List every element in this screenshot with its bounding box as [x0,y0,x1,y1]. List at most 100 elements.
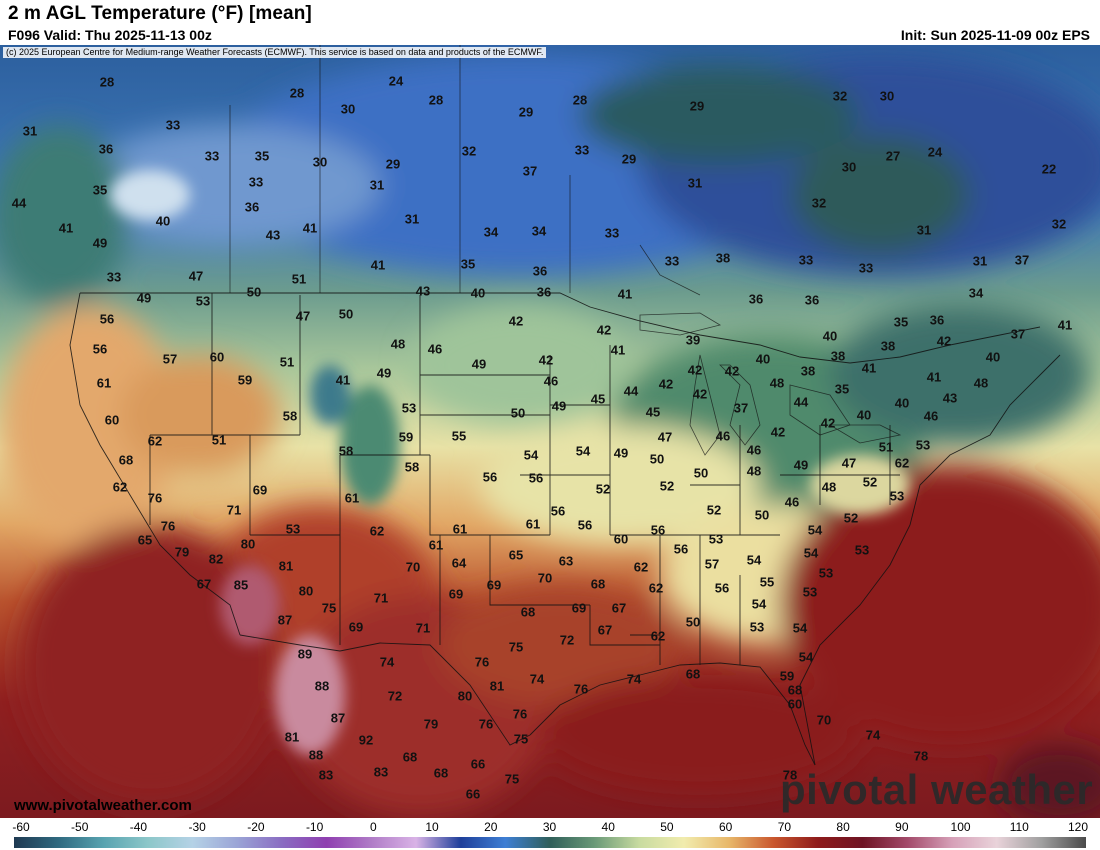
temperature-label: 38 [800,363,816,379]
temperature-label: 55 [451,428,467,444]
temperature-label: 62 [650,628,666,644]
temperature-label: 80 [298,583,314,599]
temperature-label: 32 [832,88,848,104]
temperature-label: 89 [297,646,313,662]
temperature-label: 48 [390,336,406,352]
temperature-label: 69 [348,619,364,635]
temperature-label: 81 [278,558,294,574]
color-scale-tick: -50 [71,820,89,834]
temperature-label: 36 [98,141,114,157]
temperature-label: 55 [759,574,775,590]
temperature-label: 40 [822,328,838,344]
temperature-label: 50 [246,284,262,300]
temperature-map[interactable] [0,45,1100,818]
temperature-label: 49 [551,398,567,414]
temperature-label: 44 [11,195,27,211]
temperature-label: 33 [248,174,264,190]
temperature-label: 51 [878,439,894,455]
temperature-label: 42 [820,415,836,431]
temperature-label: 59 [779,668,795,684]
temperature-label: 33 [574,142,590,158]
temperature-label: 48 [746,463,762,479]
temperature-label: 56 [673,541,689,557]
temperature-label: 88 [308,747,324,763]
temperature-label: 30 [312,154,328,170]
temperature-label: 48 [769,375,785,391]
temperature-label: 61 [344,490,360,506]
brand-logo: pivotal weather [780,766,1094,813]
temperature-label: 46 [543,373,559,389]
temperature-label: 45 [645,404,661,420]
temperature-label: 42 [692,386,708,402]
temperature-label: 35 [834,381,850,397]
temperature-label: 40 [894,395,910,411]
temperature-label: 36 [804,292,820,308]
temperature-label: 38 [715,250,731,266]
temperature-label: 46 [427,341,443,357]
color-scale-tick: 80 [836,820,850,834]
temperature-label: 61 [428,537,444,553]
temperature-label: 36 [532,263,548,279]
temperature-label: 62 [147,433,163,449]
temperature-label: 61 [525,516,541,532]
temperature-label: 60 [613,531,629,547]
temperature-label: 74 [865,727,881,743]
temperature-label: 71 [415,620,431,636]
temperature-label: 37 [522,163,538,179]
temperature-label: 47 [657,429,673,445]
temperature-label: 37 [733,400,749,416]
temperature-label: 53 [401,400,417,416]
temperature-label: 79 [174,544,190,560]
color-scale-tick: 0 [369,820,377,834]
temperature-label: 49 [471,356,487,372]
temperature-label: 52 [862,474,878,490]
temperature-label: 33 [165,117,181,133]
temperature-label: 40 [155,213,171,229]
temperature-label: 46 [746,442,762,458]
temperature-label: 43 [265,227,281,243]
temperature-label: 41 [302,220,318,236]
temperature-label: 74 [379,654,395,670]
temperature-label: 76 [147,490,163,506]
temperature-label: 40 [470,285,486,301]
temperature-label: 52 [843,510,859,526]
temperature-label: 49 [613,445,629,461]
temperature-label: 31 [687,175,703,191]
temperature-label: 62 [648,580,664,596]
color-scale-tick: 110 [1009,820,1029,834]
color-scale-tick: -10 [305,820,324,834]
temperature-label: 80 [457,688,473,704]
temperature-label: 61 [452,521,468,537]
temperature-label: 81 [489,678,505,694]
temperature-label: 83 [318,767,334,783]
temperature-label: 56 [528,470,544,486]
website-url[interactable]: www.pivotalweather.com [14,797,192,814]
temperature-label: 33 [106,269,122,285]
color-scale-tick: 60 [718,820,733,834]
temperature-label: 56 [650,522,666,538]
temperature-label: 58 [404,459,420,475]
temperature-label: 50 [649,451,665,467]
temperature-label: 54 [746,552,762,568]
temperature-label: 60 [209,349,225,365]
temperature-label: 24 [388,73,404,89]
color-scale: -60 -50 -40 -30 -20 -10 0 10 20 30 40 50 60 70 80 90 100… [0,818,1100,850]
temperature-label: 42 [724,363,740,379]
temperature-label: 30 [879,88,895,104]
temperature-label: 40 [755,351,771,367]
temperature-label: 54 [575,443,591,459]
temperature-label: 76 [474,654,490,670]
temperature-label: 78 [913,748,929,764]
temperature-label: 87 [330,710,346,726]
temperature-label: 30 [340,101,356,117]
temperature-label: 72 [387,688,403,704]
temperature-label: 81 [284,729,300,745]
temperature-label: 59 [237,372,253,388]
temperature-label: 43 [415,283,431,299]
temperature-label: 41 [617,286,633,302]
temperature-label: 57 [162,351,178,367]
temperature-label: 54 [807,522,823,538]
temperature-label: 41 [861,360,877,376]
temperature-label: 68 [787,682,803,698]
color-scale-tick: -60 [12,820,30,834]
